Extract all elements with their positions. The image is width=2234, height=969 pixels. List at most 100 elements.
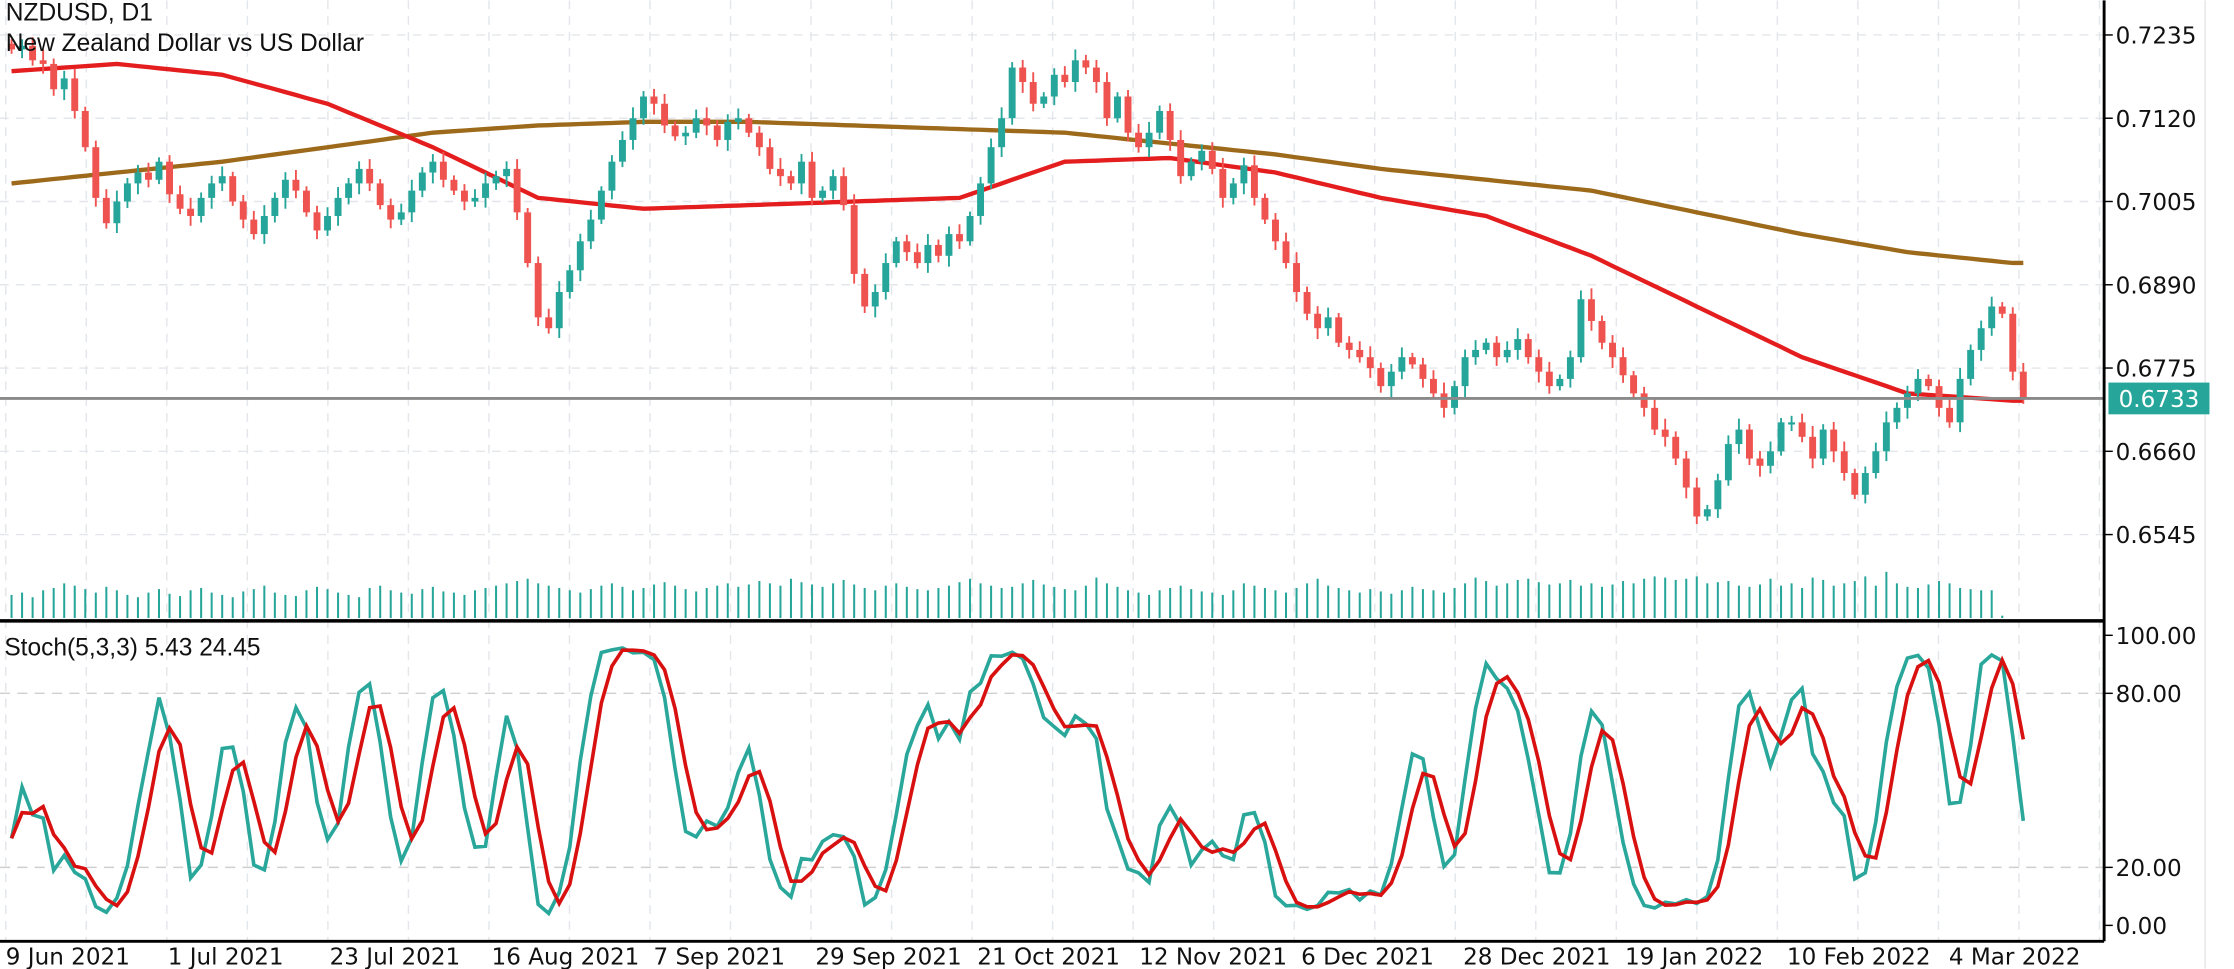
candle-body <box>1935 386 1943 408</box>
candle-body <box>924 244 932 264</box>
candle <box>882 253 890 300</box>
candle-body <box>471 197 479 202</box>
candle <box>629 107 637 150</box>
candle-body <box>850 205 858 274</box>
candle <box>8 39 16 54</box>
candle-body <box>629 118 637 140</box>
candle-body <box>1503 349 1511 358</box>
candle-body <box>650 96 658 104</box>
candle-body <box>1419 364 1427 379</box>
candle-body <box>492 176 500 184</box>
candle-body <box>913 252 921 264</box>
candle <box>1272 213 1279 251</box>
candle-body <box>39 60 47 64</box>
candle-body <box>71 78 79 111</box>
candle <box>1314 306 1322 340</box>
candle-body <box>1040 96 1048 104</box>
candle-body <box>840 176 848 206</box>
candle-body <box>218 176 226 184</box>
candle-body <box>755 132 763 148</box>
candle-body <box>1272 219 1279 242</box>
candle <box>134 164 142 195</box>
candle <box>755 126 763 156</box>
candle-body <box>1745 429 1753 459</box>
candle-body <box>1956 378 1964 423</box>
date-tick-label: 6 Dec 2021 <box>1301 944 1434 969</box>
candle-body <box>1735 429 1743 445</box>
candle-body <box>597 190 605 220</box>
candle <box>1830 421 1838 463</box>
candle-body <box>1430 378 1437 394</box>
candle <box>1672 431 1680 466</box>
candle <box>1756 450 1764 477</box>
candle <box>176 185 184 215</box>
candle <box>1524 333 1532 364</box>
candle <box>819 186 827 203</box>
date-tick-label: 10 Feb 2022 <box>1787 944 1931 969</box>
candle <box>1050 68 1058 106</box>
candle <box>218 166 226 191</box>
candle <box>513 159 521 220</box>
candle <box>1577 290 1585 363</box>
candle <box>1114 92 1121 123</box>
candle <box>766 138 774 175</box>
stoch-k-value: 5.43 <box>145 635 193 662</box>
date-tick-label: 29 Sep 2021 <box>815 944 961 969</box>
current-price-badge <box>2108 382 2210 415</box>
candle-body <box>292 179 300 191</box>
candle-body <box>1925 378 1932 387</box>
candle <box>482 172 489 208</box>
candle <box>1482 338 1490 355</box>
candle <box>208 175 216 209</box>
candle-body <box>1545 371 1553 387</box>
candle-body <box>8 43 16 50</box>
candle <box>1598 315 1606 350</box>
symbol-description: New Zealand Dollar vs US Dollar <box>6 30 364 57</box>
stoch-d-line <box>9 648 2026 909</box>
candle-body <box>81 110 89 148</box>
candle <box>661 93 669 134</box>
candle-body <box>334 197 342 216</box>
candle <box>618 131 626 168</box>
candle <box>334 187 342 226</box>
volume-bars <box>10 571 2004 618</box>
candle-body <box>1198 150 1206 162</box>
stoch-legend: Stoch(5,3,3) 5.43 24.45 <box>4 635 260 662</box>
candle-body <box>1029 82 1037 104</box>
candle-body <box>1071 60 1079 83</box>
candle-body <box>1609 342 1616 358</box>
candle <box>355 161 363 195</box>
candle-body <box>439 161 447 180</box>
candle-body <box>798 161 805 184</box>
candle-body <box>1240 165 1248 184</box>
candle-body <box>608 161 616 191</box>
candle-body <box>1440 393 1448 408</box>
candle <box>503 161 511 188</box>
candle-body <box>1335 317 1343 343</box>
candle-body <box>239 201 247 220</box>
candle <box>229 171 237 206</box>
candle-body <box>1187 161 1195 177</box>
price-tick-label: 0.7120 <box>2116 107 2197 133</box>
candle-body <box>1250 165 1258 198</box>
price-tick-label: 0.6890 <box>2116 273 2197 299</box>
candle-body <box>1229 183 1237 198</box>
candle <box>418 167 426 198</box>
candle <box>1071 49 1079 92</box>
candle-body <box>618 139 626 162</box>
candle <box>1103 72 1111 126</box>
candle-body <box>987 147 995 184</box>
candle-body <box>429 161 437 173</box>
candle-body <box>1535 357 1543 372</box>
candle <box>1714 473 1722 518</box>
candle <box>1619 347 1627 383</box>
candle-body <box>302 190 310 213</box>
candle-body <box>1377 368 1385 387</box>
candle-body <box>229 176 237 202</box>
candle-body <box>934 244 942 256</box>
candle <box>524 208 532 268</box>
candle <box>1788 415 1796 432</box>
candle <box>1872 442 1880 479</box>
candle-body <box>787 176 795 184</box>
